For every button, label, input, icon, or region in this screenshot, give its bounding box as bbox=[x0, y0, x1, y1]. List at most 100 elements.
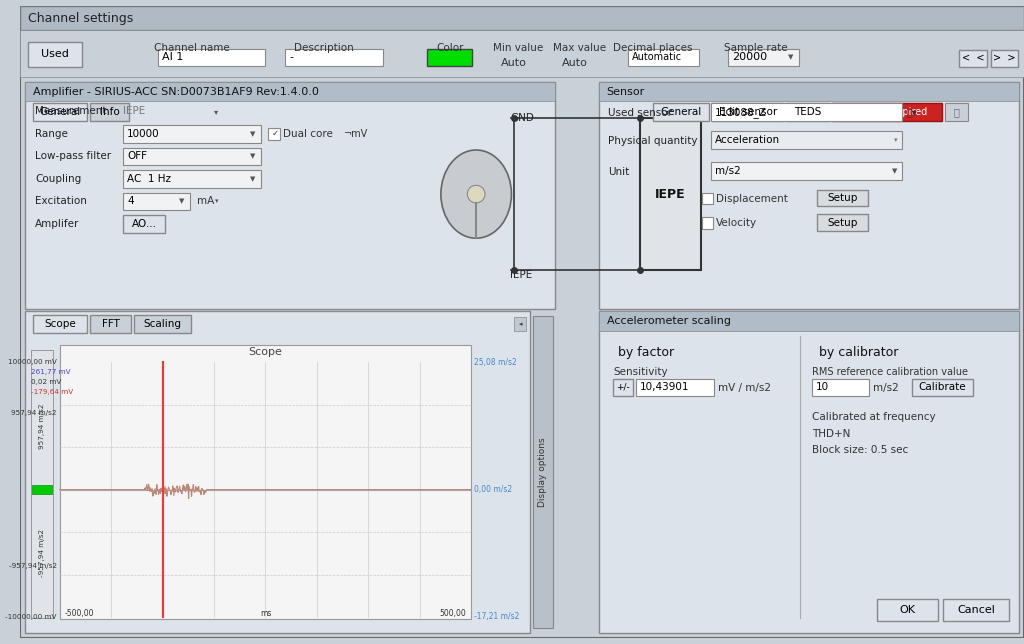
Bar bbox=[713, 104, 783, 121]
Text: Info: Info bbox=[99, 108, 120, 117]
Text: Excitation: Excitation bbox=[35, 196, 87, 207]
Text: -500,00: -500,00 bbox=[65, 609, 94, 618]
Text: Description: Description bbox=[294, 43, 354, 53]
Text: 113088_Z: 113088_Z bbox=[716, 107, 767, 118]
Text: Scaling: Scaling bbox=[143, 319, 181, 329]
Text: Sample rate: Sample rate bbox=[724, 43, 787, 53]
Bar bbox=[817, 214, 868, 231]
Text: Calibrate: Calibrate bbox=[919, 382, 967, 392]
Text: THD+N: THD+N bbox=[812, 429, 851, 439]
Text: 10000: 10000 bbox=[127, 129, 160, 139]
Text: Calibrated at frequency: Calibrated at frequency bbox=[812, 412, 936, 422]
Text: AO...: AO... bbox=[131, 219, 157, 229]
Text: ▾: ▾ bbox=[214, 107, 218, 116]
Text: Displacement: Displacement bbox=[716, 193, 788, 204]
Bar bbox=[599, 311, 1019, 632]
Bar bbox=[628, 48, 698, 66]
Bar bbox=[912, 379, 973, 395]
Bar bbox=[285, 48, 383, 66]
Text: 🔍▾: 🔍▾ bbox=[906, 108, 918, 117]
Bar bbox=[959, 50, 987, 67]
Bar bbox=[31, 350, 53, 618]
Bar bbox=[29, 42, 82, 67]
Text: Dual core: Dual core bbox=[283, 129, 333, 139]
Bar bbox=[514, 317, 526, 331]
Text: 10000,00 mV: 10000,00 mV bbox=[8, 359, 56, 365]
Text: Coupling: Coupling bbox=[35, 174, 81, 184]
Text: ◂: ◂ bbox=[518, 321, 522, 327]
Text: ▼: ▼ bbox=[179, 198, 185, 204]
Bar bbox=[26, 82, 555, 309]
Bar bbox=[123, 193, 190, 211]
Text: Physical quantity: Physical quantity bbox=[608, 136, 698, 146]
Text: ▼: ▼ bbox=[250, 131, 255, 137]
Text: 0,00 m/s2: 0,00 m/s2 bbox=[474, 485, 512, 494]
Bar bbox=[90, 104, 129, 121]
Text: Low-pass filter: Low-pass filter bbox=[35, 151, 112, 162]
Text: 261,77 mV: 261,77 mV bbox=[31, 369, 71, 375]
Text: Setup: Setup bbox=[827, 193, 858, 203]
Text: Measurement: Measurement bbox=[35, 106, 106, 117]
Text: Unit: Unit bbox=[608, 167, 630, 177]
Text: Channel name: Channel name bbox=[154, 43, 229, 53]
Bar bbox=[831, 104, 942, 121]
Bar bbox=[712, 104, 902, 121]
Bar bbox=[728, 48, 799, 66]
Text: GND: GND bbox=[511, 113, 535, 123]
Bar bbox=[20, 6, 1024, 30]
Text: Auto: Auto bbox=[501, 58, 526, 68]
Text: TEDS: TEDS bbox=[794, 108, 821, 117]
Text: Velocity: Velocity bbox=[716, 218, 758, 228]
Bar bbox=[59, 345, 471, 619]
Text: Color: Color bbox=[436, 43, 464, 53]
Bar bbox=[123, 147, 260, 166]
Text: Range: Range bbox=[35, 129, 68, 139]
Bar bbox=[636, 379, 715, 395]
Text: Cancel: Cancel bbox=[957, 605, 995, 615]
Bar bbox=[599, 82, 1019, 309]
Bar bbox=[613, 379, 633, 395]
Text: 25,08 m/s2: 25,08 m/s2 bbox=[474, 357, 517, 366]
Text: ▼: ▼ bbox=[892, 168, 897, 174]
Text: ✓: ✓ bbox=[271, 129, 279, 138]
Text: IEPE: IEPE bbox=[655, 187, 685, 201]
Text: 0,02 mV: 0,02 mV bbox=[31, 379, 61, 384]
Text: Amplifer: Amplifer bbox=[35, 219, 80, 229]
Text: -10000,00 mV: -10000,00 mV bbox=[5, 614, 56, 620]
Text: mA: mA bbox=[197, 196, 214, 207]
Text: +/-: +/- bbox=[616, 383, 630, 392]
Text: Auto: Auto bbox=[561, 58, 588, 68]
Text: <  <: < < bbox=[962, 53, 984, 63]
Bar bbox=[652, 104, 710, 121]
Text: Edit sensor: Edit sensor bbox=[719, 108, 777, 117]
Text: 20000: 20000 bbox=[732, 52, 767, 62]
Text: -17,21 m/s2: -17,21 m/s2 bbox=[474, 612, 519, 621]
Text: Display options: Display options bbox=[539, 437, 547, 507]
Text: FFT: FFT bbox=[101, 319, 120, 329]
Bar bbox=[33, 315, 87, 333]
Bar bbox=[599, 311, 1019, 331]
Text: 🔒: 🔒 bbox=[953, 108, 959, 117]
Bar bbox=[158, 48, 265, 66]
Bar bbox=[712, 162, 902, 180]
Text: ▾: ▾ bbox=[215, 198, 218, 204]
Text: ▼: ▼ bbox=[788, 54, 794, 61]
Text: ▼: ▼ bbox=[250, 176, 255, 182]
Text: ▾: ▾ bbox=[894, 137, 897, 143]
Text: 957,94 m/s2: 957,94 m/s2 bbox=[39, 403, 45, 449]
Text: 10: 10 bbox=[816, 382, 829, 392]
Bar bbox=[134, 315, 190, 333]
Text: -: - bbox=[289, 52, 293, 62]
Bar bbox=[943, 600, 1010, 621]
Bar bbox=[123, 215, 165, 233]
Text: AC  1 Hz: AC 1 Hz bbox=[127, 174, 171, 184]
Text: Scope: Scope bbox=[44, 319, 76, 329]
Bar bbox=[990, 50, 1018, 67]
Bar bbox=[123, 125, 260, 143]
Text: 957,94 m/s2: 957,94 m/s2 bbox=[11, 410, 56, 416]
Bar bbox=[26, 82, 555, 102]
Bar bbox=[427, 48, 472, 66]
Text: by factor: by factor bbox=[618, 346, 675, 359]
Bar bbox=[26, 311, 530, 632]
Bar bbox=[944, 104, 968, 121]
